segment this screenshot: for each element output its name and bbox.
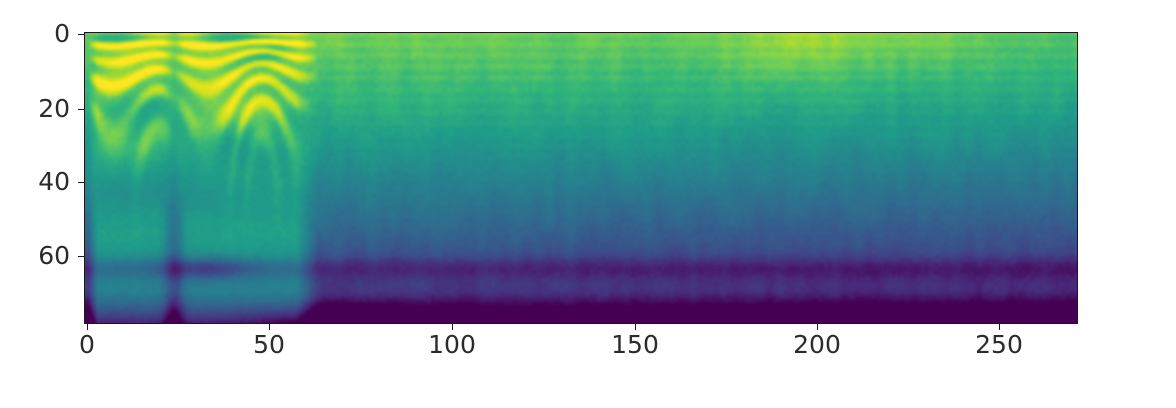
heatmap-plot-area	[84, 32, 1078, 324]
spectrogram-image	[85, 33, 1077, 323]
y-tick-label: 20	[38, 93, 70, 123]
y-tick-mark	[78, 182, 84, 184]
y-tick-mark	[78, 109, 84, 111]
x-tick-label: 150	[611, 330, 659, 359]
x-tick-label: 200	[793, 330, 841, 359]
y-tick-mark	[78, 256, 84, 258]
x-tick-mark	[269, 324, 271, 330]
y-tick-label: 60	[38, 240, 70, 270]
x-tick-mark	[87, 324, 89, 330]
x-tick-mark	[999, 324, 1001, 330]
x-tick-mark	[817, 324, 819, 330]
y-tick-label: 0	[54, 18, 70, 48]
x-tick-label: 250	[975, 330, 1023, 359]
y-tick-mark	[78, 34, 84, 36]
x-tick-mark	[635, 324, 637, 330]
x-tick-label: 50	[253, 330, 285, 359]
x-tick-label: 100	[428, 330, 476, 359]
y-tick-label: 40	[38, 166, 70, 196]
x-tick-label: 0	[79, 330, 95, 359]
x-tick-mark	[452, 324, 454, 330]
